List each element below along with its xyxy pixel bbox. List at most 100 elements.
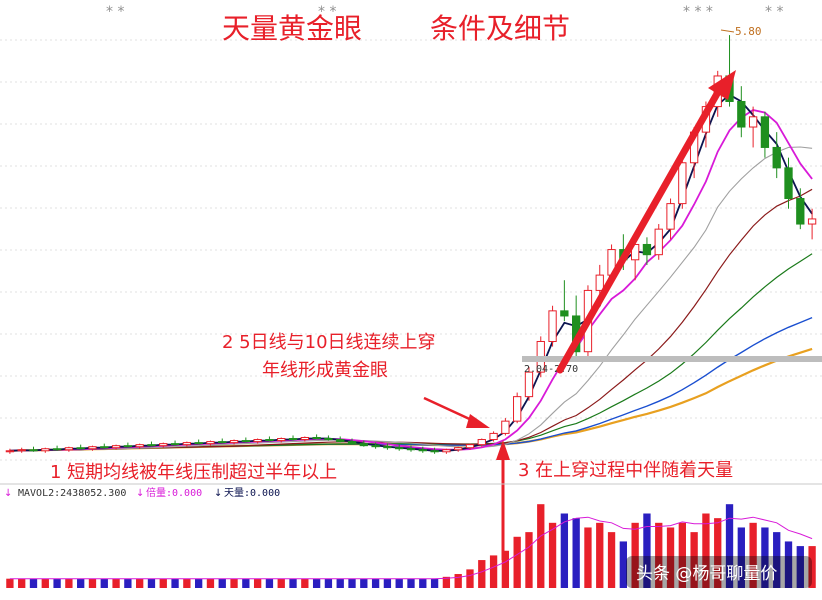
candle <box>170 440 180 446</box>
candle-body <box>524 371 534 398</box>
candle <box>359 440 368 447</box>
candle <box>772 132 781 179</box>
volume-bar <box>77 578 85 588</box>
volume-bar <box>395 578 403 588</box>
candle-body <box>147 444 156 447</box>
candle-body <box>513 396 522 422</box>
volume-bar <box>501 550 510 588</box>
volume-bar <box>100 578 108 588</box>
candle-body <box>64 447 74 451</box>
candle <box>336 436 345 443</box>
candle-body <box>277 438 286 442</box>
mavol-label: MAVOL2:2438052.300 <box>18 488 126 499</box>
candle-body <box>784 167 793 200</box>
candle <box>111 444 121 450</box>
candle <box>29 446 38 452</box>
candle <box>265 436 274 442</box>
candle-body <box>371 445 380 448</box>
candle-body <box>501 420 510 434</box>
volume-bar <box>371 578 380 588</box>
candle-body <box>218 441 227 444</box>
candle-body <box>5 450 15 453</box>
volume-bar <box>725 504 734 588</box>
stars-right-b: * * <box>765 4 783 20</box>
candle-body <box>383 446 392 449</box>
candle-body <box>595 274 604 291</box>
candlesticks <box>5 35 817 454</box>
candle-body <box>548 310 557 342</box>
candle <box>383 443 392 450</box>
candle <box>159 442 168 448</box>
candle-body <box>170 443 180 446</box>
candle <box>312 434 321 440</box>
candle-body <box>442 449 451 453</box>
candle-body <box>135 444 144 448</box>
volume-bar <box>147 578 156 588</box>
volume-bar <box>383 578 392 588</box>
candle-body <box>100 446 109 449</box>
volume-bar <box>277 578 285 588</box>
volume-bar <box>513 536 521 588</box>
volume-bar <box>88 578 97 588</box>
ratio-arrow: ↓ <box>136 488 144 499</box>
volume-bar <box>242 578 250 588</box>
candle <box>288 435 298 441</box>
support-band <box>522 356 822 362</box>
stars-mid: * * <box>318 4 336 20</box>
candle-body <box>678 162 687 205</box>
stars-left: * * <box>106 4 124 20</box>
ma20-line <box>9 146 813 452</box>
candle-body <box>17 449 26 452</box>
candle <box>41 447 50 453</box>
annotation-point3: 3 在上穿过程中伴随着天量 <box>518 460 733 481</box>
volume-bar <box>336 578 344 588</box>
candle <box>347 438 357 445</box>
volume-bar <box>749 522 757 588</box>
candle-body <box>760 116 770 148</box>
volume-bar <box>124 578 132 588</box>
peak-marker: 5.80 <box>720 25 762 38</box>
grid <box>0 39 822 461</box>
volume-bar <box>53 578 61 588</box>
candle <box>182 441 192 447</box>
candle <box>218 438 227 444</box>
volume-ma-line <box>9 516 813 580</box>
volume-bar <box>183 578 191 588</box>
annotation-point1: 1 短期均线被年线压制超过半年以上 <box>50 462 337 483</box>
candle-body <box>29 449 38 452</box>
candle-body <box>265 439 274 442</box>
volume-bar <box>678 522 686 588</box>
volume-bar <box>489 555 498 588</box>
range-label: 2.04-2.70 <box>524 364 578 375</box>
volume-bar <box>430 578 439 588</box>
candle <box>642 237 652 265</box>
candle <box>52 445 62 451</box>
volume-bar <box>808 546 816 588</box>
volume-bar <box>206 578 215 588</box>
candle <box>300 436 309 442</box>
candle <box>147 441 156 447</box>
candle <box>123 442 133 448</box>
volume-bar <box>65 578 73 588</box>
candle <box>807 208 817 240</box>
annotation-point2-line2: 年线形成黄金眼 <box>262 360 388 381</box>
volume-bar <box>525 532 533 588</box>
candle <box>784 157 793 209</box>
volume-bar <box>548 522 557 588</box>
candle-body <box>41 448 50 452</box>
candle <box>560 280 569 322</box>
watermark: 头条 @杨哥聊量价 <box>636 564 777 584</box>
candle <box>324 435 333 441</box>
candle-body <box>465 444 475 449</box>
candle <box>253 438 262 444</box>
volume-bar <box>230 578 238 588</box>
ma_year-line <box>9 347 813 452</box>
volume-bar <box>407 578 415 588</box>
candle <box>418 446 427 453</box>
peak-label: 5.80 <box>735 25 762 38</box>
volume-bar <box>324 578 333 588</box>
candle-body <box>807 218 817 225</box>
candle-body <box>229 440 239 444</box>
candle-body <box>796 198 805 225</box>
